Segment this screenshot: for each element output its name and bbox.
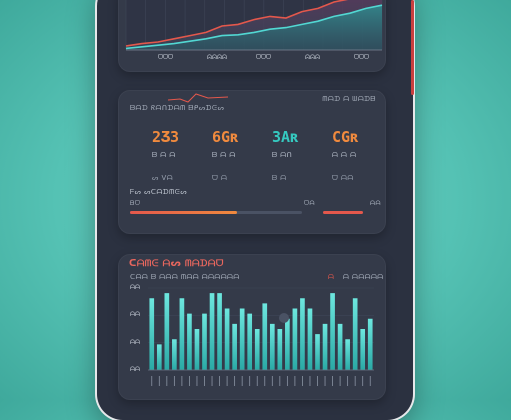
stat-label: ᗷ ᗩᑎ xyxy=(272,151,292,160)
stat-label: ᗩ ᗩ ᗩ xyxy=(332,151,356,160)
stats-header-sparkline xyxy=(168,90,228,104)
progress-bar-secondary xyxy=(323,211,363,214)
stat-sublabel: ᗜ ᗩᗩ xyxy=(332,174,354,183)
bar-chart-hover-dot xyxy=(279,313,289,323)
bar xyxy=(225,309,230,371)
progress-right-label: ᗩᗩ xyxy=(370,200,381,208)
bar xyxy=(232,324,237,370)
stat-sublabel: ᗜ ᗩ xyxy=(212,174,227,183)
area-chart-x-label: ᗣᗣᗣ xyxy=(305,54,320,62)
bar xyxy=(270,324,275,370)
bar xyxy=(323,324,328,370)
area-chart-x-label: ᗜᗜᗜ xyxy=(158,54,173,62)
bar xyxy=(149,298,154,370)
stat-value: 6Gʀ xyxy=(212,128,239,146)
stats-card[interactable]: ᗷᗩᗪ ᖇᗩᑎᗪᗩᗰ ᗷᑭᔕᗪᕮᔕ ᗰᗩᗪ ᗩ ᗯᗩᗪᗷ 2Ʒ3 ᗷ ᗩ ᗩ ᔕ ᐯ… xyxy=(118,90,386,234)
area-chart-x-label: ᗣᗣᗣᗣ xyxy=(207,54,227,62)
stats-header-left: ᗷᗩᗪ ᖇᗩᑎᗪᗩᗰ ᗷᑭᔕᗪᕮᔕ xyxy=(130,104,224,113)
bar xyxy=(180,298,185,370)
area-chart-card[interactable]: ᗜᗜᗜ ᗣᗣᗣᗣ ᗜᗜᗜ ᗣᗣᗣ ᗜᗜᗜ xyxy=(118,0,386,72)
bar xyxy=(157,344,162,370)
bar-chart-card[interactable]: ᑕᗩᗰᕮ ᗩᔕ ᗰᗩᗪᗩᗜ ᑕᗩᗩ ᗷ ᗩᗩᗩ ᗰᗩᗩ ᗩᗩᗩᗩᗩᗩ ᗩ ᗩ ᗩ… xyxy=(118,254,386,400)
bar xyxy=(202,314,207,370)
bar xyxy=(353,298,358,370)
bar xyxy=(255,329,260,370)
bar-chart xyxy=(118,254,386,400)
bar xyxy=(262,303,267,370)
area-chart-x-label: ᗜᗜᗜ xyxy=(354,54,369,62)
bar xyxy=(285,319,290,370)
area-chart-x-label: ᗜᗜᗜ xyxy=(256,54,271,62)
bar xyxy=(217,293,222,370)
bar xyxy=(195,329,200,370)
stat-value: 2Ʒ3 xyxy=(152,128,179,146)
stat-label: ᗷ ᗩ ᗩ xyxy=(152,151,176,160)
bar xyxy=(164,293,169,370)
bar xyxy=(293,309,298,371)
stat-label: ᗷ ᗩ ᗩ xyxy=(212,151,236,160)
bar xyxy=(308,309,313,371)
bar xyxy=(300,298,305,370)
stat-sublabel: ᗷ ᗩ xyxy=(272,174,287,183)
bar xyxy=(172,339,177,370)
progress-mid-label: ᗜᗩ xyxy=(304,200,315,208)
stat-sublabel: ᔕ ᐯᗩ xyxy=(152,174,173,183)
bar xyxy=(360,329,365,370)
bar xyxy=(210,293,215,370)
phone-side-button xyxy=(411,0,414,95)
stats-header-right: ᗰᗩᗪ ᗩ ᗯᗩᗪᗷ xyxy=(322,95,376,104)
stat-value: ЗAʀ xyxy=(272,128,299,146)
progress-title: ᖴᔕ ᔕᑕᗩᗪᗰᕮᔕ xyxy=(130,188,187,197)
bar xyxy=(330,293,335,370)
bar xyxy=(277,329,282,370)
bar xyxy=(338,324,343,370)
bar xyxy=(345,339,350,370)
progress-bar[interactable] xyxy=(130,211,237,214)
progress-left-label: ᗷᗜ xyxy=(130,200,140,208)
bar xyxy=(247,314,252,370)
bar xyxy=(240,309,245,371)
stat-value: CGʀ xyxy=(332,128,359,146)
bar xyxy=(187,314,192,370)
bar xyxy=(315,334,320,370)
bar xyxy=(368,319,373,370)
